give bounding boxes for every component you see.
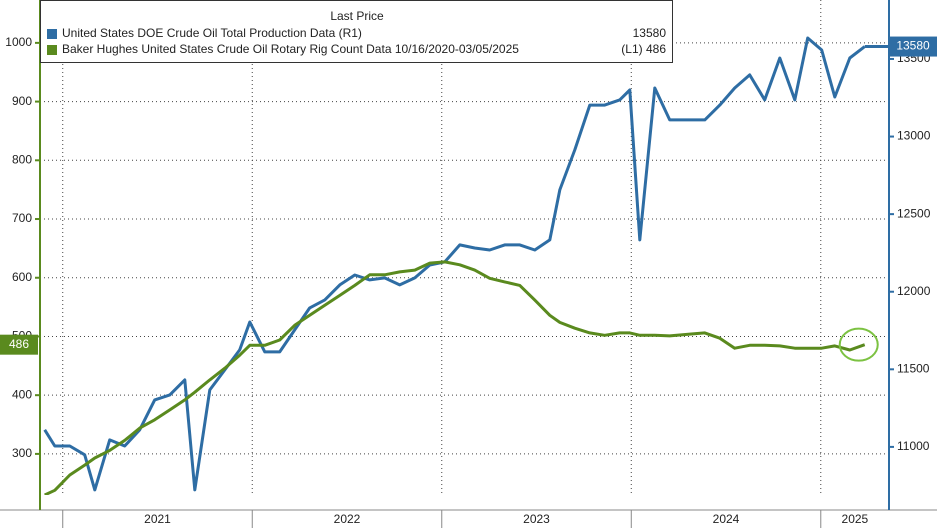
x-tick-label: 2025: [842, 512, 869, 526]
y-tick-label: 1000: [5, 35, 32, 49]
legend-last-value: (L1) 486: [621, 42, 666, 56]
legend-header: Last Price: [330, 9, 384, 23]
legend-swatch: [47, 45, 57, 55]
y-tick-label: 800: [12, 152, 32, 166]
legend-label: United States DOE Crude Oil Total Produc…: [62, 26, 362, 40]
plot-area: [43, 36, 889, 495]
y2-tick-label: 12500: [897, 206, 931, 220]
x-tick-label: 2023: [523, 512, 550, 526]
y-tick-label: 600: [12, 270, 32, 284]
x-tick-label: 2024: [713, 512, 740, 526]
x-tick-label: 2022: [334, 512, 361, 526]
y-tick-label: 300: [12, 446, 32, 460]
legend-swatch: [47, 29, 57, 39]
y2-last-tag-label: 13580: [896, 39, 930, 53]
series-line: [44, 260, 866, 495]
y2-tick-label: 11000: [897, 439, 930, 453]
legend-box: [40, 0, 673, 63]
y2-last-tag: [889, 36, 937, 57]
y-tick-label: 400: [12, 387, 32, 401]
y2-tick-label: 13000: [897, 129, 931, 143]
y2-tick-label: 12000: [897, 284, 931, 298]
y2-tick-label: 11500: [897, 361, 930, 375]
x-tick-label: 2021: [144, 512, 171, 526]
legend-last-value: 13580: [633, 26, 667, 40]
legend-label: Baker Hughes United States Crude Oil Rot…: [62, 42, 519, 56]
series-line: [43, 36, 866, 492]
y-tick-label: 900: [12, 94, 32, 108]
y-tick-label: 700: [12, 211, 32, 225]
y-last-tag-label: 486: [9, 337, 29, 351]
y-last-tag: [0, 334, 38, 355]
highlight-circle: [838, 327, 879, 362]
